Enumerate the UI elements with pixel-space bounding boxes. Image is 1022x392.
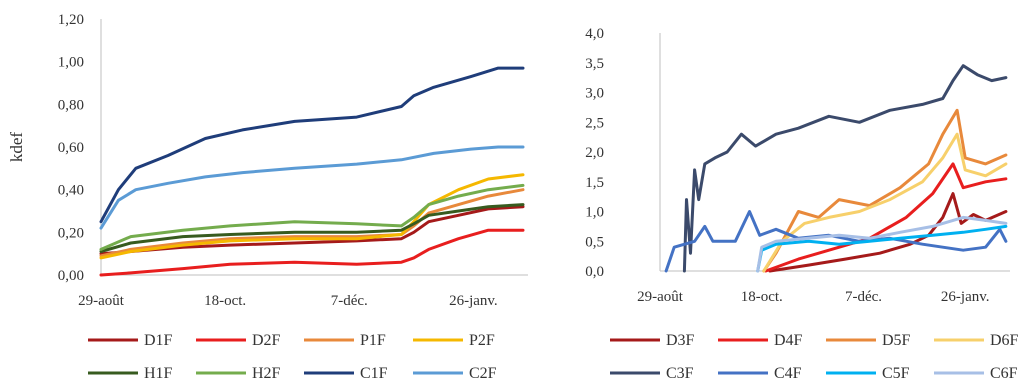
legend-label: D5F: [882, 332, 911, 349]
x-tick-label: 18-oct.: [741, 289, 783, 305]
legend-label: P1F: [360, 332, 386, 349]
legend-label: D4F: [774, 332, 803, 349]
legend-label: P2F: [469, 332, 495, 349]
legend-label: D3F: [666, 332, 695, 349]
series-line-d5f: [762, 108, 1008, 273]
series-line-p2f: [99, 173, 525, 260]
chart-left: 0,00 0,20 0,40 0,60 0,80 1,00 1,20 29-août 18-oc…: [7, 12, 528, 382]
y-tick-label: 0,0: [585, 264, 604, 280]
x-tick-label: 18-oct.: [204, 293, 246, 309]
x-tick-label: 26-janv.: [941, 289, 990, 305]
legend-label: C6F: [990, 365, 1018, 382]
y-tick-label: 3,0: [585, 86, 604, 102]
y-tick-label: 1,5: [585, 175, 604, 191]
x-tick-label: 7-déc.: [845, 289, 882, 305]
legend-label: C1F: [360, 365, 388, 382]
legend-label: H1F: [144, 365, 173, 382]
y-axis-label: kdef: [7, 132, 26, 163]
legend-label: C2F: [469, 365, 497, 382]
y-tick-label: 0,20: [58, 225, 84, 241]
series-line-h1f: [99, 203, 525, 253]
legend-label: D2F: [252, 332, 281, 349]
y-tick-label: 0,60: [58, 140, 84, 156]
y-tick-label: 1,0: [585, 205, 604, 221]
x-tick-label: 29-août: [78, 293, 125, 309]
y-tick-label: 2,0: [585, 145, 604, 161]
x-tick-label: 29-août: [637, 289, 684, 305]
series-line-c1f: [99, 66, 525, 224]
y-tick-label: 0,40: [58, 183, 84, 199]
y-tick-label: 4,0: [585, 26, 604, 42]
y-tick-label: 1,00: [58, 55, 84, 71]
legend-label: C4F: [774, 365, 802, 382]
series-line-c5f: [756, 224, 1008, 273]
y-tick-label: 0,5: [585, 234, 604, 250]
y-tick-label: 2,5: [585, 115, 604, 131]
series-line-h2f: [99, 183, 525, 251]
legend-label: D1F: [144, 332, 173, 349]
y-tick-label: 0,00: [58, 268, 84, 284]
series-line-d4f: [764, 162, 1008, 273]
y-tick-label: 0,80: [58, 97, 84, 113]
series-line-d1f: [99, 205, 525, 256]
y-tick-label: 1,20: [58, 12, 84, 28]
legend-label: C3F: [666, 365, 694, 382]
chart-right: 0,0 0,5 1,0 1,5 2,0 2,5 3,0 3,5 4,0 29-août 18-oct…: [585, 26, 1019, 382]
x-tick-label: 26-janv.: [449, 293, 498, 309]
series-line-c6f: [756, 215, 1008, 273]
series-line-c2f: [99, 145, 525, 230]
series-line-d2f: [99, 228, 525, 277]
x-tick-label: 7-déc.: [331, 293, 368, 309]
series-line-d6f: [762, 132, 1008, 273]
y-tick-label: 3,5: [585, 56, 604, 72]
legend-label: C5F: [882, 365, 910, 382]
legend-label: H2F: [252, 365, 281, 382]
legend-label: D6F: [990, 332, 1019, 349]
series-line-c3f: [682, 64, 1008, 273]
